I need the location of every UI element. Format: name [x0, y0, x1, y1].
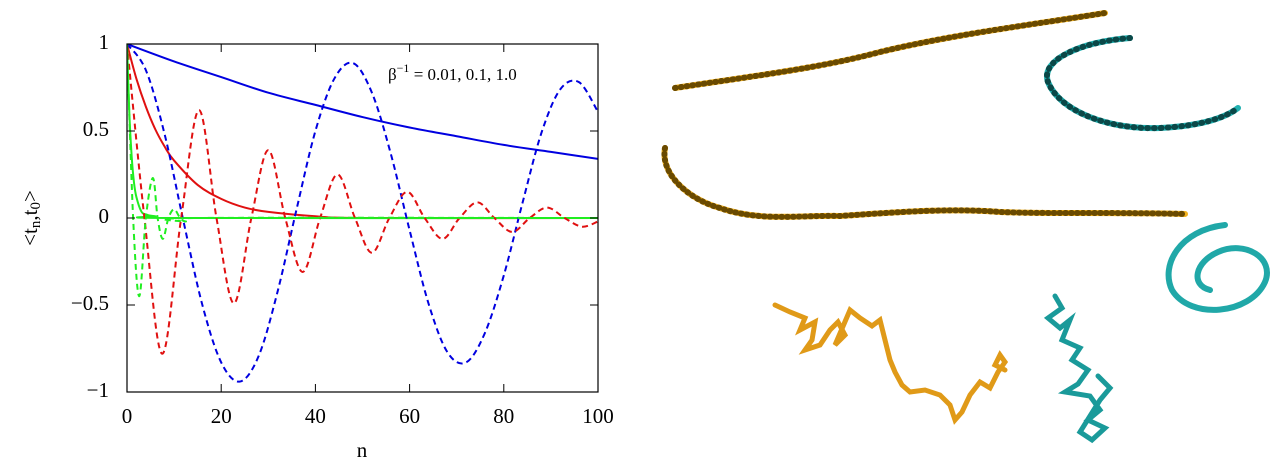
y-tick-label: 0	[99, 204, 110, 228]
y-label-sub: n	[28, 220, 44, 228]
annotation-base: β	[388, 65, 397, 84]
y-tick-label: 1	[99, 30, 110, 54]
y-tick-label: −0.5	[71, 291, 109, 315]
x-axis-label: n	[357, 438, 368, 462]
y-axis-label: <tn,t0>	[18, 190, 45, 246]
ribbon-teal-coil	[1043, 293, 1114, 444]
ribbon-hatch	[661, 145, 1188, 220]
x-tick-label: 100	[582, 404, 614, 428]
ribbon-hatch	[1044, 35, 1241, 132]
annotation: β−1 = 0.01, 0.1, 1.0	[388, 61, 517, 84]
ribbon-hatch	[672, 10, 1108, 91]
ribbon-yellow-wave	[661, 145, 1188, 220]
annotation-text: = 0.01, 0.1, 1.0	[409, 65, 516, 84]
x-tick-label: 80	[493, 404, 514, 428]
x-tick-label: 60	[399, 404, 420, 428]
x-tick-label: 40	[305, 404, 326, 428]
series-line	[127, 44, 598, 383]
y-tick-label: −1	[87, 378, 109, 402]
y-label-part: <t	[18, 228, 42, 246]
x-tick-label: 20	[211, 404, 232, 428]
series-line	[127, 44, 598, 298]
y-label-sub: 0	[28, 202, 44, 210]
y-label-part: ,t	[18, 209, 42, 220]
series-line	[127, 44, 598, 160]
y-tick-label: 0.5	[83, 117, 109, 141]
annotation-sup: −1	[397, 61, 410, 75]
ribbon-teal-spiral	[1165, 222, 1270, 313]
ribbon-images	[661, 10, 1270, 444]
series-line	[127, 44, 598, 355]
ribbon-orange-coil	[772, 302, 1009, 425]
x-tick-label: 0	[122, 404, 133, 428]
y-label-part: >	[18, 190, 42, 202]
